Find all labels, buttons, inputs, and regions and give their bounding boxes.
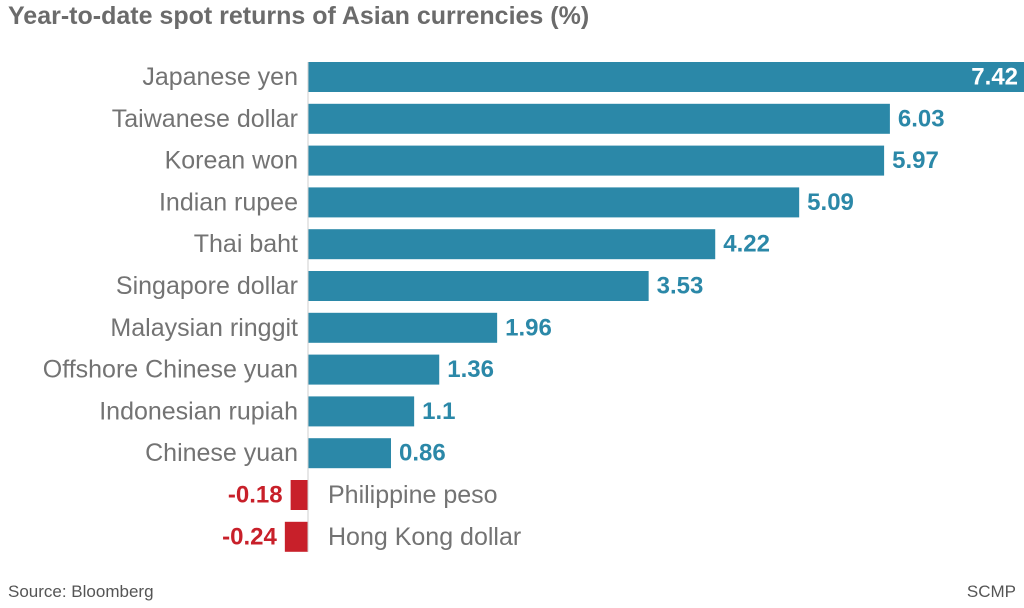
category-label: Indian rupee: [159, 188, 298, 216]
value-label: 1.96: [505, 314, 552, 341]
category-label: Japanese yen: [142, 63, 298, 91]
value-label: 4.22: [723, 231, 770, 258]
category-label: Singapore dollar: [116, 272, 298, 300]
bar: [290, 480, 308, 510]
bar: [308, 438, 391, 469]
value-label: 1.36: [447, 356, 494, 383]
category-label: Malaysian ringgit: [110, 314, 298, 342]
publisher-credit: SCMP: [966, 582, 1016, 601]
value-label: 0.86: [399, 440, 446, 467]
value-label: -0.24: [222, 523, 277, 550]
bar: [308, 354, 440, 385]
value-label: 3.53: [657, 273, 704, 300]
bar: [308, 229, 716, 260]
category-label: Indonesian rupiah: [99, 397, 298, 425]
category-label: Korean won: [165, 147, 298, 175]
source-note: Source: Bloomberg: [8, 582, 154, 601]
category-label: Philippine peso: [328, 481, 498, 509]
category-label: Hong Kong dollar: [328, 523, 521, 551]
value-label: 5.09: [807, 189, 854, 216]
bar: [308, 187, 800, 218]
category-label: Taiwanese dollar: [112, 105, 298, 133]
chart-title: Year-to-date spot returns of Asian curre…: [8, 2, 590, 30]
value-label: -0.18: [228, 482, 283, 509]
bar: [308, 271, 649, 301]
value-label: 1.1: [422, 398, 455, 425]
value-label: 7.42: [971, 64, 1018, 91]
bar: [308, 145, 885, 176]
category-label: Chinese yuan: [145, 439, 298, 467]
category-label: Thai baht: [194, 230, 298, 258]
category-label: Offshore Chinese yuan: [43, 356, 298, 384]
bar: [284, 521, 308, 552]
bar: [308, 396, 415, 427]
bar: [308, 312, 498, 343]
value-label: 5.97: [892, 147, 939, 174]
bar: [308, 103, 890, 134]
bar: [308, 62, 1024, 92]
value-label: 6.03: [898, 105, 945, 132]
